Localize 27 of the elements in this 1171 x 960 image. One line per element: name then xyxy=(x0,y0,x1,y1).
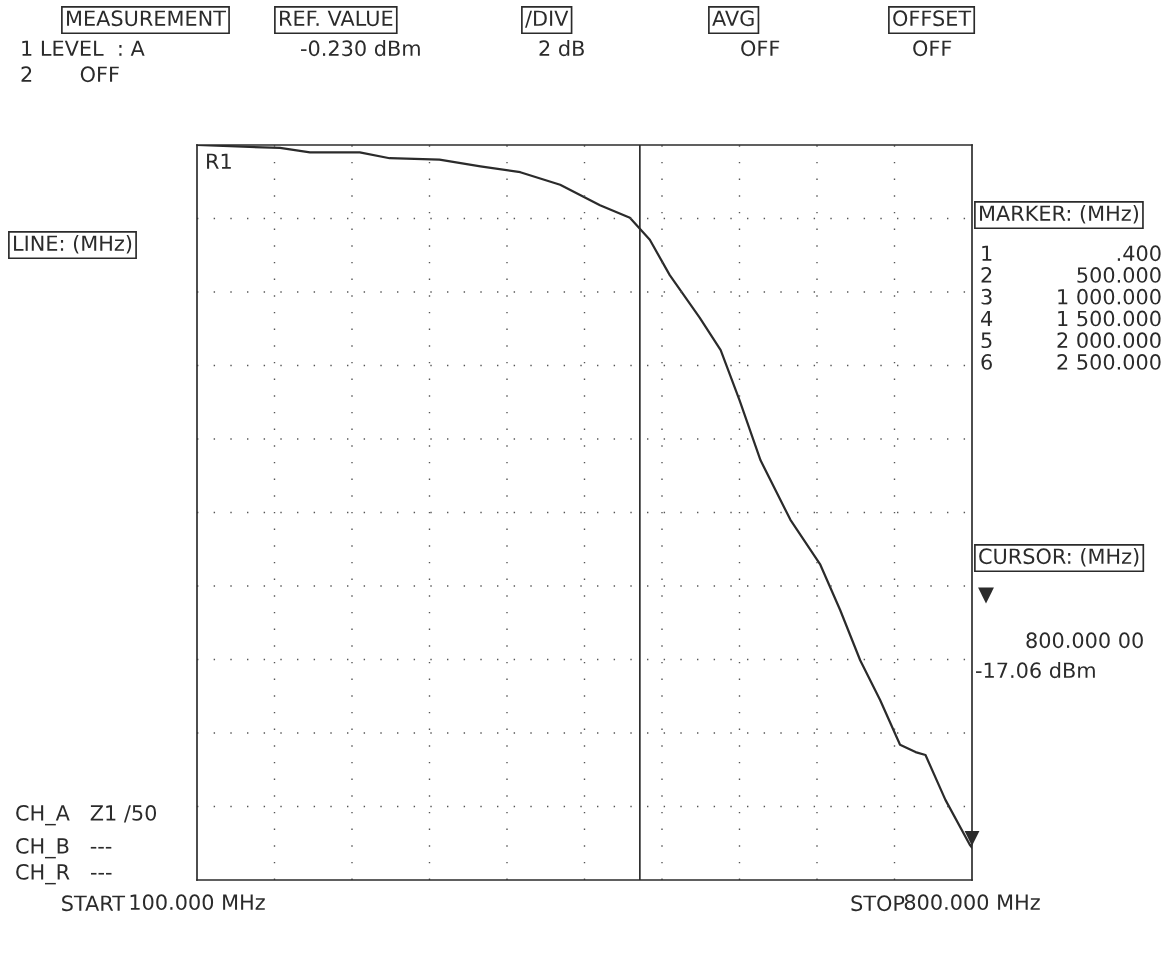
text: REF. VALUE xyxy=(280,10,393,27)
text: .400 500.000 1 000.000 1 500.000 2 000.000 2 500.000 xyxy=(1057,245,1161,370)
text: /DIV xyxy=(525,10,569,28)
text: CH_R --- xyxy=(16,864,112,885)
text: START xyxy=(62,895,126,912)
text: 2 dB xyxy=(539,40,584,57)
text: OFF xyxy=(913,40,952,57)
text: STOP xyxy=(851,895,905,912)
text: -17.06 dBm xyxy=(976,662,1095,679)
text: AVG xyxy=(712,10,754,27)
annotation: R1 xyxy=(207,153,231,169)
text: MARKER: (MHz) xyxy=(980,205,1139,224)
text: 1 2 3 4 5 6 xyxy=(981,245,993,370)
text: -0.230 dBm xyxy=(301,40,420,57)
text: OFF xyxy=(741,40,780,57)
text: 800.000 00 xyxy=(1026,632,1143,649)
x-tick-label: 100.000 MHz xyxy=(130,894,265,911)
text: CH_B --- xyxy=(16,838,112,859)
text: 1 LEVEL : A xyxy=(22,40,145,56)
text: CH_A Z1 /50 xyxy=(16,805,157,826)
text: CURSOR: (MHz) xyxy=(979,548,1139,567)
text: 2 OFF xyxy=(21,66,119,83)
text: ▼ xyxy=(978,587,994,604)
text: LINE: (MHz) xyxy=(14,235,132,254)
text: OFFSET xyxy=(893,10,972,27)
text: MEASUREMENT xyxy=(67,10,227,27)
x-tick-label: 800.000 MHz xyxy=(904,894,1040,911)
